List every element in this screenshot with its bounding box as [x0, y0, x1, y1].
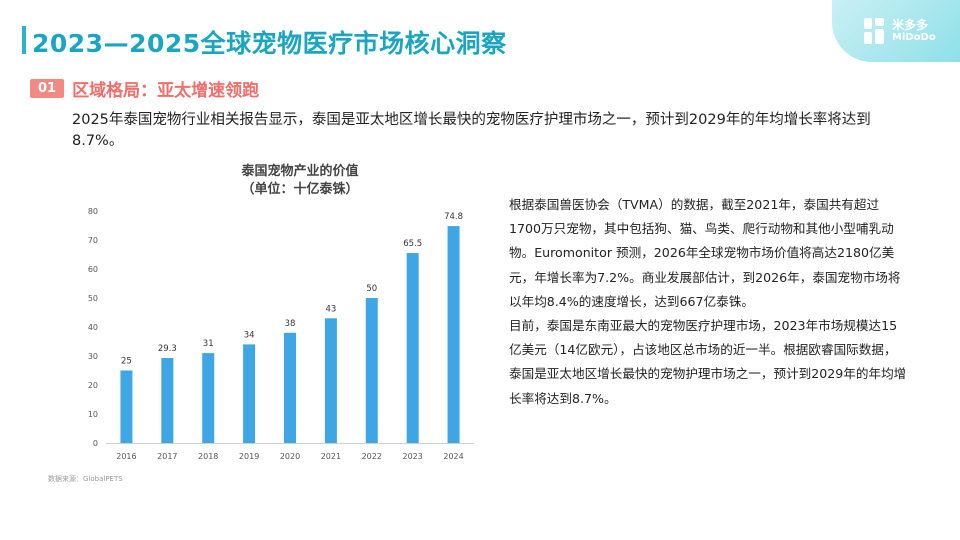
y-tick-label: 80 — [88, 207, 98, 216]
page-title: 2023—2025全球宠物医疗市场核心洞察 — [32, 29, 507, 58]
y-tick-label: 0 — [93, 439, 98, 448]
x-tick-label: 2016 — [116, 452, 136, 461]
bar — [365, 298, 378, 443]
chart-subtitle: （单位：十亿泰铢） — [241, 182, 359, 197]
title-accent-bar — [22, 26, 26, 54]
y-tick-label: 70 — [88, 236, 98, 245]
data-label: 31 — [203, 339, 214, 349]
y-tick-label: 60 — [88, 265, 98, 274]
description-paragraph-2: 目前，泰国是东南亚最大的宠物医疗护理市场，2023年市场规模达15亿美元（14亿… — [509, 318, 907, 406]
y-tick-label: 40 — [88, 323, 98, 332]
y-tick-label: 10 — [88, 410, 98, 419]
brand-name-en: MiDoDo — [892, 32, 936, 43]
brand-name-cn: 米多多 — [892, 18, 929, 32]
bar — [161, 358, 174, 443]
source-note: 数据来源：GlobalPETS — [48, 475, 123, 483]
x-tick-label: 2024 — [443, 452, 463, 461]
bar — [202, 353, 215, 443]
data-label: 74.8 — [444, 212, 463, 222]
data-label: 38 — [285, 319, 296, 329]
section-title: 区域格局：亚太增速领跑 — [72, 80, 260, 101]
x-tick-label: 2022 — [362, 452, 382, 461]
y-tick-label: 50 — [88, 294, 98, 303]
section-heading: 01 区域格局：亚太增速领跑 — [30, 77, 260, 101]
bar — [406, 253, 419, 443]
y-tick-label: 20 — [88, 381, 98, 390]
data-label: 43 — [325, 304, 336, 314]
x-tick-label: 2019 — [239, 452, 259, 461]
description-paragraph-1: 根据泰国兽医协会（TVMA）的数据，截至2021年，泰国共有超过1700万只宠物… — [509, 197, 901, 309]
x-tick-label: 2020 — [280, 452, 300, 461]
brand-logo: 米多多 MiDoDo — [832, 0, 960, 62]
x-tick-label: 2023 — [402, 452, 422, 461]
intro-paragraph: 2025年泰国宠物行业相关报告显示，泰国是亚太地区增长最快的宠物医疗护理市场之一… — [72, 112, 871, 149]
x-tick-label: 2018 — [198, 452, 218, 461]
data-label: 34 — [244, 330, 255, 340]
chart-title: 泰国宠物产业的价值 — [241, 164, 359, 179]
bar — [120, 370, 133, 443]
x-tick-label: 2021 — [321, 452, 341, 461]
section-number-badge: 01 — [30, 78, 65, 98]
bar-chart: 0 10 20 30 40 50 60 70 80 25 2016 29.3 2017 31 2018 34 2… — [88, 207, 474, 461]
bar — [324, 318, 337, 443]
bar — [284, 332, 296, 443]
data-label: 50 — [366, 284, 377, 294]
bar — [243, 344, 256, 443]
description-block: 根据泰国兽医协会（TVMA）的数据，截至2021年，泰国共有超过1700万只宠物… — [509, 193, 909, 411]
x-tick-label: 2017 — [157, 452, 177, 461]
brand-mark-icon — [864, 18, 884, 44]
bar — [447, 226, 460, 443]
data-label: 25 — [121, 357, 132, 367]
data-label: 29.3 — [158, 344, 177, 354]
data-label: 65.5 — [403, 239, 422, 249]
y-tick-label: 30 — [88, 352, 98, 361]
